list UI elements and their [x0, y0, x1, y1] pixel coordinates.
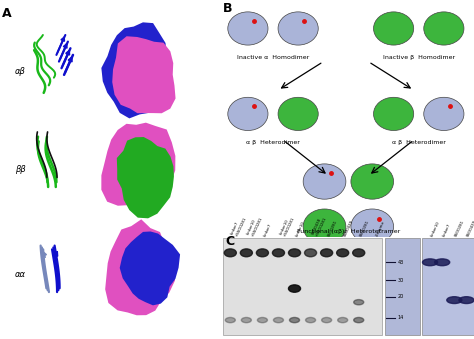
- Polygon shape: [117, 137, 174, 218]
- Text: ββ: ββ: [15, 165, 26, 174]
- Text: Linker7: Linker7: [442, 222, 452, 237]
- Ellipse shape: [435, 259, 450, 266]
- Ellipse shape: [354, 300, 364, 305]
- Text: 43: 43: [397, 260, 404, 265]
- Polygon shape: [101, 123, 175, 206]
- Text: SSO0438
+SSO0281: SSO0438 +SSO0281: [310, 214, 328, 237]
- Ellipse shape: [289, 249, 301, 257]
- Ellipse shape: [303, 209, 346, 244]
- Ellipse shape: [225, 317, 235, 323]
- Ellipse shape: [257, 317, 267, 323]
- Text: 14: 14: [397, 316, 404, 320]
- Text: Linker7: Linker7: [263, 222, 272, 237]
- Polygon shape: [101, 22, 170, 118]
- Text: 30: 30: [397, 278, 404, 283]
- Text: Linker10: Linker10: [294, 220, 305, 237]
- Text: B: B: [223, 2, 232, 15]
- Ellipse shape: [459, 297, 474, 303]
- Text: SSO0281: SSO0281: [327, 219, 338, 237]
- Text: SSO0281: SSO0281: [359, 219, 370, 237]
- Polygon shape: [120, 232, 180, 305]
- Text: Linker7
+SSO0281: Linker7 +SSO0281: [230, 214, 247, 237]
- Text: SSO0439: SSO0439: [466, 219, 474, 237]
- Text: α β  Heterodimer: α β Heterodimer: [392, 140, 446, 145]
- Ellipse shape: [228, 12, 268, 45]
- Ellipse shape: [422, 259, 438, 266]
- Text: Linker10
+SSO0281: Linker10 +SSO0281: [278, 214, 295, 237]
- Ellipse shape: [320, 249, 333, 257]
- Ellipse shape: [224, 249, 237, 257]
- Bar: [422, 238, 474, 335]
- Text: α β  Heterodimer: α β Heterodimer: [246, 140, 300, 145]
- Ellipse shape: [290, 317, 300, 323]
- Ellipse shape: [424, 97, 464, 131]
- Ellipse shape: [337, 249, 349, 257]
- Text: Linker10: Linker10: [430, 220, 441, 237]
- Ellipse shape: [278, 97, 318, 131]
- Ellipse shape: [374, 12, 414, 45]
- Ellipse shape: [351, 209, 393, 244]
- Bar: [385, 238, 420, 335]
- Text: 20: 20: [397, 295, 404, 299]
- Text: Functional (αβ)₂  Heterotetramer: Functional (αβ)₂ Heterotetramer: [297, 229, 400, 234]
- Ellipse shape: [240, 249, 252, 257]
- Ellipse shape: [321, 317, 332, 323]
- Ellipse shape: [228, 97, 268, 131]
- Text: Inactive α  Homodimer: Inactive α Homodimer: [237, 55, 309, 60]
- Bar: [223, 238, 383, 335]
- Ellipse shape: [354, 317, 364, 323]
- Text: αα: αα: [15, 270, 26, 279]
- Polygon shape: [105, 219, 175, 315]
- Ellipse shape: [337, 317, 348, 323]
- Ellipse shape: [303, 164, 346, 199]
- Text: SSO0439: SSO0439: [343, 219, 354, 237]
- Ellipse shape: [278, 12, 318, 45]
- Ellipse shape: [306, 317, 316, 323]
- Text: -Enzyme: -Enzyme: [375, 220, 385, 237]
- Ellipse shape: [256, 249, 268, 257]
- Text: A: A: [2, 7, 12, 20]
- Ellipse shape: [353, 249, 365, 257]
- Ellipse shape: [351, 164, 393, 199]
- Ellipse shape: [374, 97, 414, 131]
- Ellipse shape: [304, 249, 317, 257]
- Ellipse shape: [447, 297, 462, 303]
- Ellipse shape: [241, 317, 251, 323]
- Ellipse shape: [273, 317, 283, 323]
- Text: Inactive β  Homodimer: Inactive β Homodimer: [383, 55, 455, 60]
- Ellipse shape: [424, 12, 464, 45]
- Ellipse shape: [273, 249, 284, 257]
- Text: SSO0281: SSO0281: [454, 219, 465, 237]
- Text: C: C: [225, 235, 235, 248]
- Text: Linker10
+SSO0281: Linker10 +SSO0281: [246, 214, 263, 237]
- Polygon shape: [112, 36, 175, 113]
- Text: αβ: αβ: [15, 67, 26, 76]
- Ellipse shape: [289, 285, 301, 292]
